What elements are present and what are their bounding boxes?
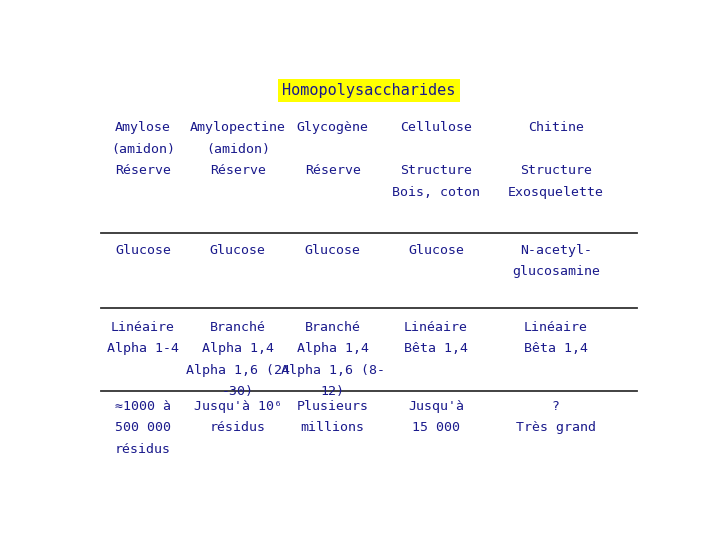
Text: Amylopectine: Amylopectine: [190, 121, 286, 134]
Text: Bois, coton: Bois, coton: [392, 186, 480, 199]
Text: glucosamine: glucosamine: [512, 265, 600, 278]
Text: Cellulose: Cellulose: [400, 121, 472, 134]
Text: Glucose: Glucose: [305, 244, 361, 256]
Text: Branché: Branché: [210, 321, 266, 334]
Text: Homopolysaccharides: Homopolysaccharides: [282, 83, 456, 98]
Text: Alpha 1,6 (24: Alpha 1,6 (24: [186, 364, 290, 377]
Text: Glucose: Glucose: [115, 244, 171, 256]
Text: Alpha 1,4: Alpha 1,4: [202, 342, 274, 355]
Text: Jusqu'à: Jusqu'à: [408, 400, 464, 413]
Text: Linéaire: Linéaire: [404, 321, 468, 334]
Text: Linéaire: Linéaire: [111, 321, 175, 334]
Text: Jusqu'à 10⁶: Jusqu'à 10⁶: [194, 400, 282, 413]
Text: Réserve: Réserve: [115, 164, 171, 177]
Text: 12): 12): [320, 386, 345, 399]
Text: ?: ?: [552, 400, 560, 413]
Text: Réserve: Réserve: [210, 164, 266, 177]
Text: Amylose: Amylose: [115, 121, 171, 134]
Text: Alpha 1,6 (8-: Alpha 1,6 (8-: [281, 364, 384, 377]
Text: -30): -30): [222, 386, 254, 399]
Text: Glycogène: Glycogène: [297, 121, 369, 134]
Text: Structure: Structure: [400, 164, 472, 177]
Text: Glucose: Glucose: [210, 244, 266, 256]
Text: ≈1000 à: ≈1000 à: [115, 400, 171, 413]
Text: N-acetyl-: N-acetyl-: [520, 244, 592, 256]
Text: 15 000: 15 000: [412, 421, 460, 434]
Text: Alpha 1-4: Alpha 1-4: [107, 342, 179, 355]
Text: (amidon): (amidon): [111, 143, 175, 156]
Text: Alpha 1,4: Alpha 1,4: [297, 342, 369, 355]
Text: résidus: résidus: [210, 421, 266, 434]
Text: Réserve: Réserve: [305, 164, 361, 177]
Text: Bêta 1,4: Bêta 1,4: [404, 342, 468, 355]
Text: Structure: Structure: [520, 164, 592, 177]
Text: Très grand: Très grand: [516, 421, 596, 434]
Text: Chitine: Chitine: [528, 121, 584, 134]
Text: résidus: résidus: [115, 443, 171, 456]
Text: millions: millions: [301, 421, 365, 434]
Text: Exosquelette: Exosquelette: [508, 186, 604, 199]
Text: Glucose: Glucose: [408, 244, 464, 256]
Text: Branché: Branché: [305, 321, 361, 334]
Text: Plusieurs: Plusieurs: [297, 400, 369, 413]
Text: (amidon): (amidon): [206, 143, 270, 156]
Text: Bêta 1,4: Bêta 1,4: [524, 342, 588, 355]
Text: Linéaire: Linéaire: [524, 321, 588, 334]
Text: 500 000: 500 000: [115, 421, 171, 434]
